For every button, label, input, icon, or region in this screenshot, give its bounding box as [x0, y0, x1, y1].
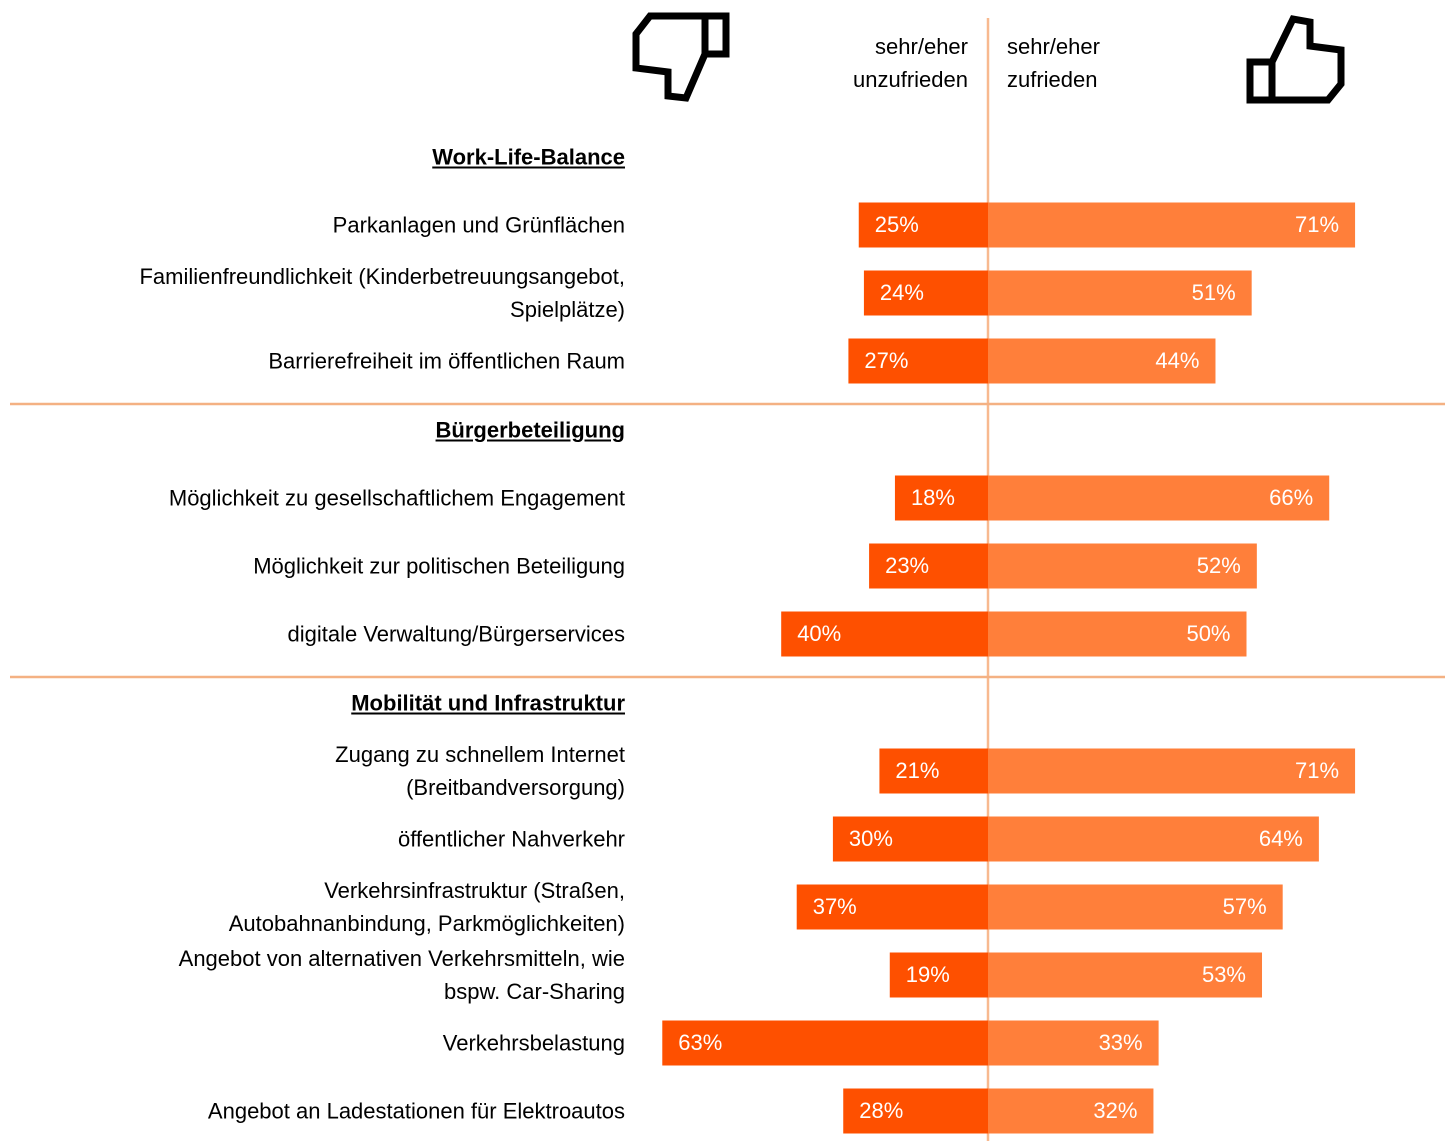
thumbs-up-icon [1246, 15, 1345, 104]
value-label: 52% [1197, 553, 1241, 578]
value-label: 18% [911, 485, 955, 510]
bar-positive [988, 543, 1257, 589]
thumbs-down-icon [632, 12, 730, 102]
value-label: 37% [813, 894, 857, 919]
value-label: 71% [1295, 212, 1339, 237]
value-label: 23% [885, 553, 929, 578]
bar-negative [889, 952, 988, 998]
value-label: 51% [1192, 280, 1236, 305]
bar-positive [988, 884, 1283, 930]
bar-negative [869, 543, 988, 589]
value-label: 44% [1155, 348, 1199, 373]
bar-positive [988, 202, 1356, 248]
value-label: 64% [1259, 826, 1303, 851]
value-label: 53% [1202, 962, 1246, 987]
bar-positive [988, 1088, 1154, 1134]
bar-positive [988, 952, 1263, 998]
value-label: 50% [1186, 621, 1230, 646]
bar-negative [858, 202, 988, 248]
bar-positive [988, 611, 1247, 657]
bar-negative [863, 270, 988, 316]
value-label: 19% [906, 962, 950, 987]
value-label: 30% [849, 826, 893, 851]
value-label: 25% [875, 212, 919, 237]
legend-positive: sehr/eher zufrieden [1007, 34, 1100, 92]
group-title: Mobilität und Infrastruktur [351, 690, 625, 716]
bar-negative [832, 816, 988, 862]
category-label: Parkanlagen und Grünflächen [332, 212, 625, 238]
value-label: 32% [1093, 1098, 1137, 1123]
category-label: Verkehrsinfrastruktur (Straßen, Autobahn… [228, 878, 625, 936]
category-label: Verkehrsbelastung [442, 1030, 625, 1056]
value-label: 21% [895, 758, 939, 783]
bar-positive [988, 816, 1319, 862]
value-label: 28% [859, 1098, 903, 1123]
value-label: 57% [1223, 894, 1267, 919]
bar-positive [988, 748, 1356, 794]
category-label: öffentlicher Nahverkehr [397, 826, 625, 852]
category-label: Barrierefreiheit im öffentlichen Raum [268, 348, 625, 374]
bar-negative [848, 338, 988, 384]
value-label: 40% [797, 621, 841, 646]
bar-positive [988, 1020, 1159, 1066]
value-label: 27% [864, 348, 908, 373]
bar-negative [879, 748, 988, 794]
category-label: digitale Verwaltung/Bürgerservices [287, 621, 625, 647]
category-label: Zugang zu schnellem Internet (Breitbandv… [335, 742, 625, 800]
group-title: Bürgerbeteiligung [435, 417, 625, 443]
bar-positive [988, 270, 1252, 316]
legend-negative: sehr/eher unzufrieden [853, 34, 968, 92]
value-label: 24% [880, 280, 924, 305]
bar-negative [662, 1020, 988, 1066]
bar-negative [894, 475, 988, 521]
category-label: Möglichkeit zu gesellschaftlichem Engage… [168, 485, 625, 511]
category-label: Angebot von alternativen Verkehrsmitteln… [178, 946, 625, 1004]
bar-negative [781, 611, 988, 657]
category-label: Möglichkeit zur politischen Beteiligung [253, 553, 625, 579]
value-label: 63% [678, 1030, 722, 1055]
group-title: Work-Life-Balance [432, 144, 625, 170]
bar-negative [796, 884, 988, 930]
bar-positive [988, 475, 1330, 521]
category-label: Angebot an Ladestationen für Elektroauto… [207, 1098, 625, 1124]
value-label: 33% [1099, 1030, 1143, 1055]
bar-positive [988, 338, 1216, 384]
bar-negative [843, 1088, 988, 1134]
value-label: 71% [1295, 758, 1339, 783]
value-label: 66% [1269, 485, 1313, 510]
category-label: Familienfreundlichkeit (Kinderbetreuungs… [139, 264, 625, 322]
